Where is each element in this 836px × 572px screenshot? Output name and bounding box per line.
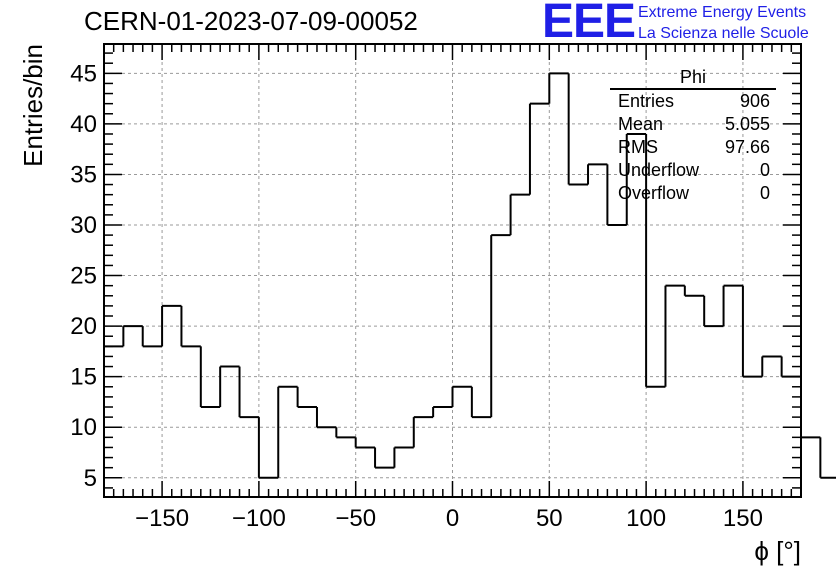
grid-lines xyxy=(104,44,801,497)
x-tick-label: −100 xyxy=(232,505,286,532)
stats-label: Overflow xyxy=(618,183,690,203)
x-tick-label: −150 xyxy=(135,505,189,532)
y-tick-label: 45 xyxy=(70,60,97,87)
x-axis-label: ϕ [°] xyxy=(754,536,801,566)
y-tick-label: 10 xyxy=(70,414,97,441)
stats-row-mean: Mean 5.055 xyxy=(610,113,776,136)
y-axis-label: Entries/bin xyxy=(18,44,48,167)
stats-label: Entries xyxy=(618,91,675,111)
x-tick-label: 50 xyxy=(536,505,563,532)
stats-row-overflow: Overflow 0 xyxy=(610,182,776,205)
x-tick-label: 100 xyxy=(626,505,666,532)
logo-subtitle-line2: La Scienza nelle Scuole xyxy=(638,25,809,42)
logo-subtitle-line1: Extreme Energy Events xyxy=(638,4,807,21)
axis-ticks xyxy=(104,44,801,497)
x-tick-label: 0 xyxy=(446,505,459,532)
y-tick-label: 20 xyxy=(70,313,97,340)
stats-label: RMS xyxy=(618,137,658,157)
histogram-series xyxy=(104,72,836,479)
stats-value: 97.66 xyxy=(724,137,770,157)
eee-logo: EEE xyxy=(542,0,636,48)
stats-row-underflow: Underflow 0 xyxy=(610,159,776,182)
y-tick-label: 40 xyxy=(70,111,97,138)
stats-box: Phi Entries 906 Mean 5.055 RMS 97.66 Und… xyxy=(610,66,776,205)
stats-value: 0 xyxy=(759,160,770,180)
y-tick-label: 30 xyxy=(70,212,97,239)
stats-title: Phi xyxy=(610,66,776,90)
stats-label: Mean xyxy=(618,114,664,134)
x-tick-label: −50 xyxy=(335,505,376,532)
x-tick-label: 150 xyxy=(723,505,763,532)
stats-value: 0 xyxy=(759,183,770,203)
y-tick-label: 15 xyxy=(70,364,97,391)
y-tick-label: 5 xyxy=(84,465,97,492)
stats-row-rms: RMS 97.66 xyxy=(610,136,776,159)
y-tick-label: 35 xyxy=(70,161,97,188)
y-tick-label: 25 xyxy=(70,263,97,290)
run-title: CERN-01-2023-07-09-00052 xyxy=(84,6,418,36)
stats-value: 906 xyxy=(739,91,770,111)
stats-label: Underflow xyxy=(618,160,700,180)
stats-value: 5.055 xyxy=(724,114,770,134)
stats-row-entries: Entries 906 xyxy=(610,90,776,113)
